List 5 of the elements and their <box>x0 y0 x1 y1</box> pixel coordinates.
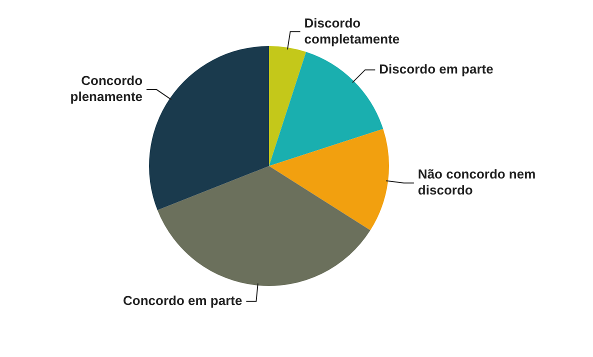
slice-label: Não concordo nem discordo <box>418 166 536 198</box>
slice-label: Discordo completamente <box>304 15 400 46</box>
slice-label: Discordo em parte <box>379 61 494 76</box>
slice-label: Concordo plenamente <box>70 73 143 104</box>
slice-label: Concordo em parte <box>123 292 242 308</box>
